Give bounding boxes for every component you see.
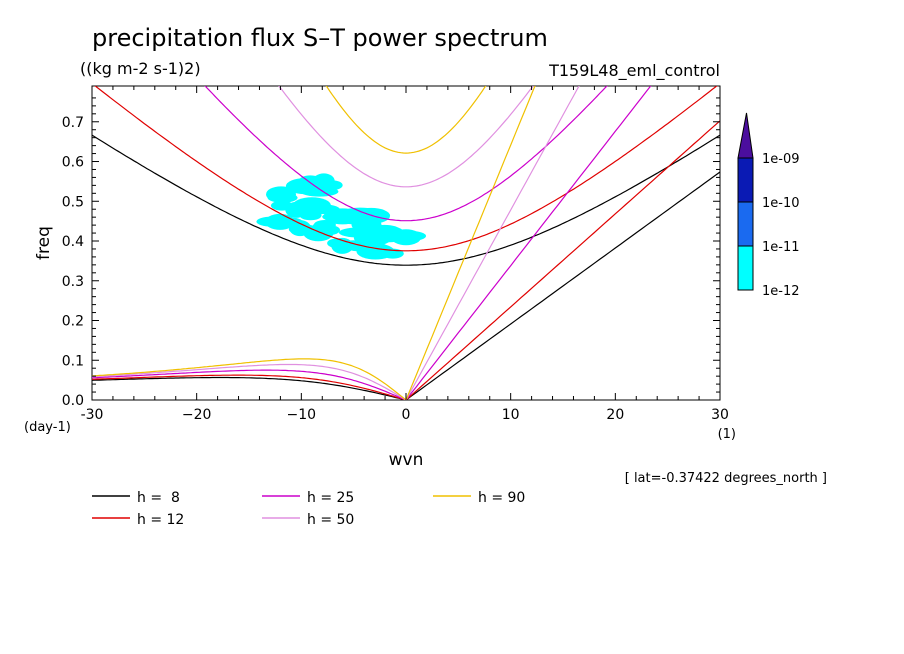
y-unit-label: (day-1)	[24, 420, 71, 435]
colorbar-label: 1e-12	[762, 284, 800, 299]
colorbar-label: 1e-11	[762, 240, 800, 255]
colorbar: 1e-09 1e-10 1e-11 1e-12	[737, 112, 800, 299]
y-tick-label: 0.2	[62, 314, 84, 330]
x-tick-label: 20	[606, 407, 624, 423]
legend: h = 8 h = 12 h = 25 h = 50 h = 90	[92, 490, 525, 528]
y-tick-label: 0.1	[62, 353, 84, 369]
heatmap-blob	[318, 225, 341, 236]
heatmap-layer	[256, 173, 427, 260]
heatmap-blob	[354, 240, 377, 251]
dispersion-curves	[92, 86, 720, 400]
heatmap-blob	[299, 210, 322, 221]
kelvin-wave-curve	[405, 120, 720, 400]
kelvin-wave-curve	[405, 86, 652, 400]
y-tick-label: 0.0	[62, 393, 84, 409]
run-name: T159L48_eml_control	[548, 61, 720, 81]
gravity-wave-curve	[94, 86, 718, 252]
kelvin-wave-curve	[405, 86, 580, 400]
heatmap-patch	[266, 173, 343, 203]
colorbar-segment	[737, 157, 754, 203]
chart-units: ((kg m-2 s-1)2)	[80, 59, 201, 78]
rossby-wave-curve	[92, 369, 407, 400]
legend-label: h = 8	[137, 490, 180, 506]
colorbar-label: 1e-10	[762, 196, 800, 211]
gravity-wave-curve	[325, 86, 487, 154]
legend-label: h = 25	[307, 490, 354, 506]
y-tick-label: 0.4	[62, 234, 84, 250]
chart-title: precipitation flux S–T power spectrum	[92, 24, 548, 52]
x-tick-label: 30	[711, 407, 729, 423]
legend-label: h = 50	[307, 512, 354, 528]
heatmap-blob	[396, 231, 427, 242]
colorbar-label: 1e-09	[762, 152, 800, 167]
heatmap-blob	[320, 180, 343, 191]
x-tick-label: -30	[81, 407, 104, 423]
x-tick-label: 0	[402, 407, 411, 423]
kelvin-wave-curve	[405, 171, 720, 400]
colorbar-top-arrow	[737, 112, 754, 159]
y-tick-label: 0.3	[62, 274, 84, 290]
gravity-wave-curve	[92, 134, 720, 266]
x-tick-label: 10	[502, 407, 520, 423]
y-tick-label: 0.5	[62, 194, 84, 210]
x-tick-label: −20	[182, 407, 212, 423]
latitude-note: [ lat=-0.37422 degrees_north ]	[625, 471, 827, 486]
rossby-wave-curve	[92, 358, 407, 400]
legend-label: h = 90	[478, 490, 525, 506]
kelvin-wave-curve	[405, 86, 536, 400]
rossby-wave-curve	[92, 374, 407, 400]
axis-ticks: -30 −20 −10 0 10 20 30 0.0 0.1 0.2 0.3 0.4 0.5 0.6 0.7	[62, 86, 729, 423]
heatmap-patch	[256, 197, 340, 230]
heatmap-blob	[292, 197, 331, 214]
x-axis-label: wvn	[389, 450, 424, 470]
rossby-wave-curve	[92, 376, 407, 400]
colorbar-segment	[737, 245, 754, 291]
x-tick-label: −10	[287, 407, 317, 423]
heatmap-blob	[285, 178, 324, 195]
x-unit-label: (1)	[718, 427, 736, 442]
y-tick-label: 0.6	[62, 155, 84, 171]
colorbar-segment	[737, 201, 754, 247]
rossby-wave-curve	[92, 363, 407, 400]
y-axis-label: freq	[34, 226, 54, 260]
legend-label: h = 12	[137, 512, 184, 528]
heatmap-blob	[256, 216, 287, 227]
heatmap-blob	[267, 192, 298, 203]
gravity-wave-curve	[278, 86, 534, 188]
gravity-wave-curve	[204, 86, 608, 222]
y-tick-label: 0.7	[62, 115, 84, 131]
